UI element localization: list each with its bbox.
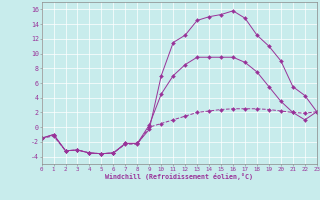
X-axis label: Windchill (Refroidissement éolien,°C): Windchill (Refroidissement éolien,°C) [105, 173, 253, 180]
